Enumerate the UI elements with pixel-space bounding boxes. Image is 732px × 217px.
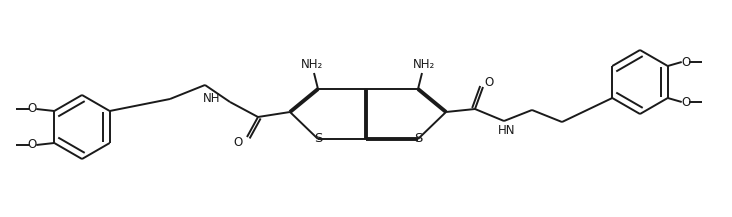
Text: O: O [234, 135, 242, 148]
Text: O: O [681, 56, 690, 69]
Text: O: O [28, 102, 37, 115]
Text: NH₂: NH₂ [301, 58, 323, 71]
Text: O: O [28, 138, 37, 151]
Text: NH: NH [203, 92, 220, 105]
Text: O: O [681, 95, 690, 108]
Text: O: O [485, 76, 493, 89]
Text: S: S [314, 133, 322, 146]
Text: NH₂: NH₂ [413, 58, 435, 71]
Text: S: S [414, 133, 422, 146]
Text: HN: HN [498, 123, 516, 136]
